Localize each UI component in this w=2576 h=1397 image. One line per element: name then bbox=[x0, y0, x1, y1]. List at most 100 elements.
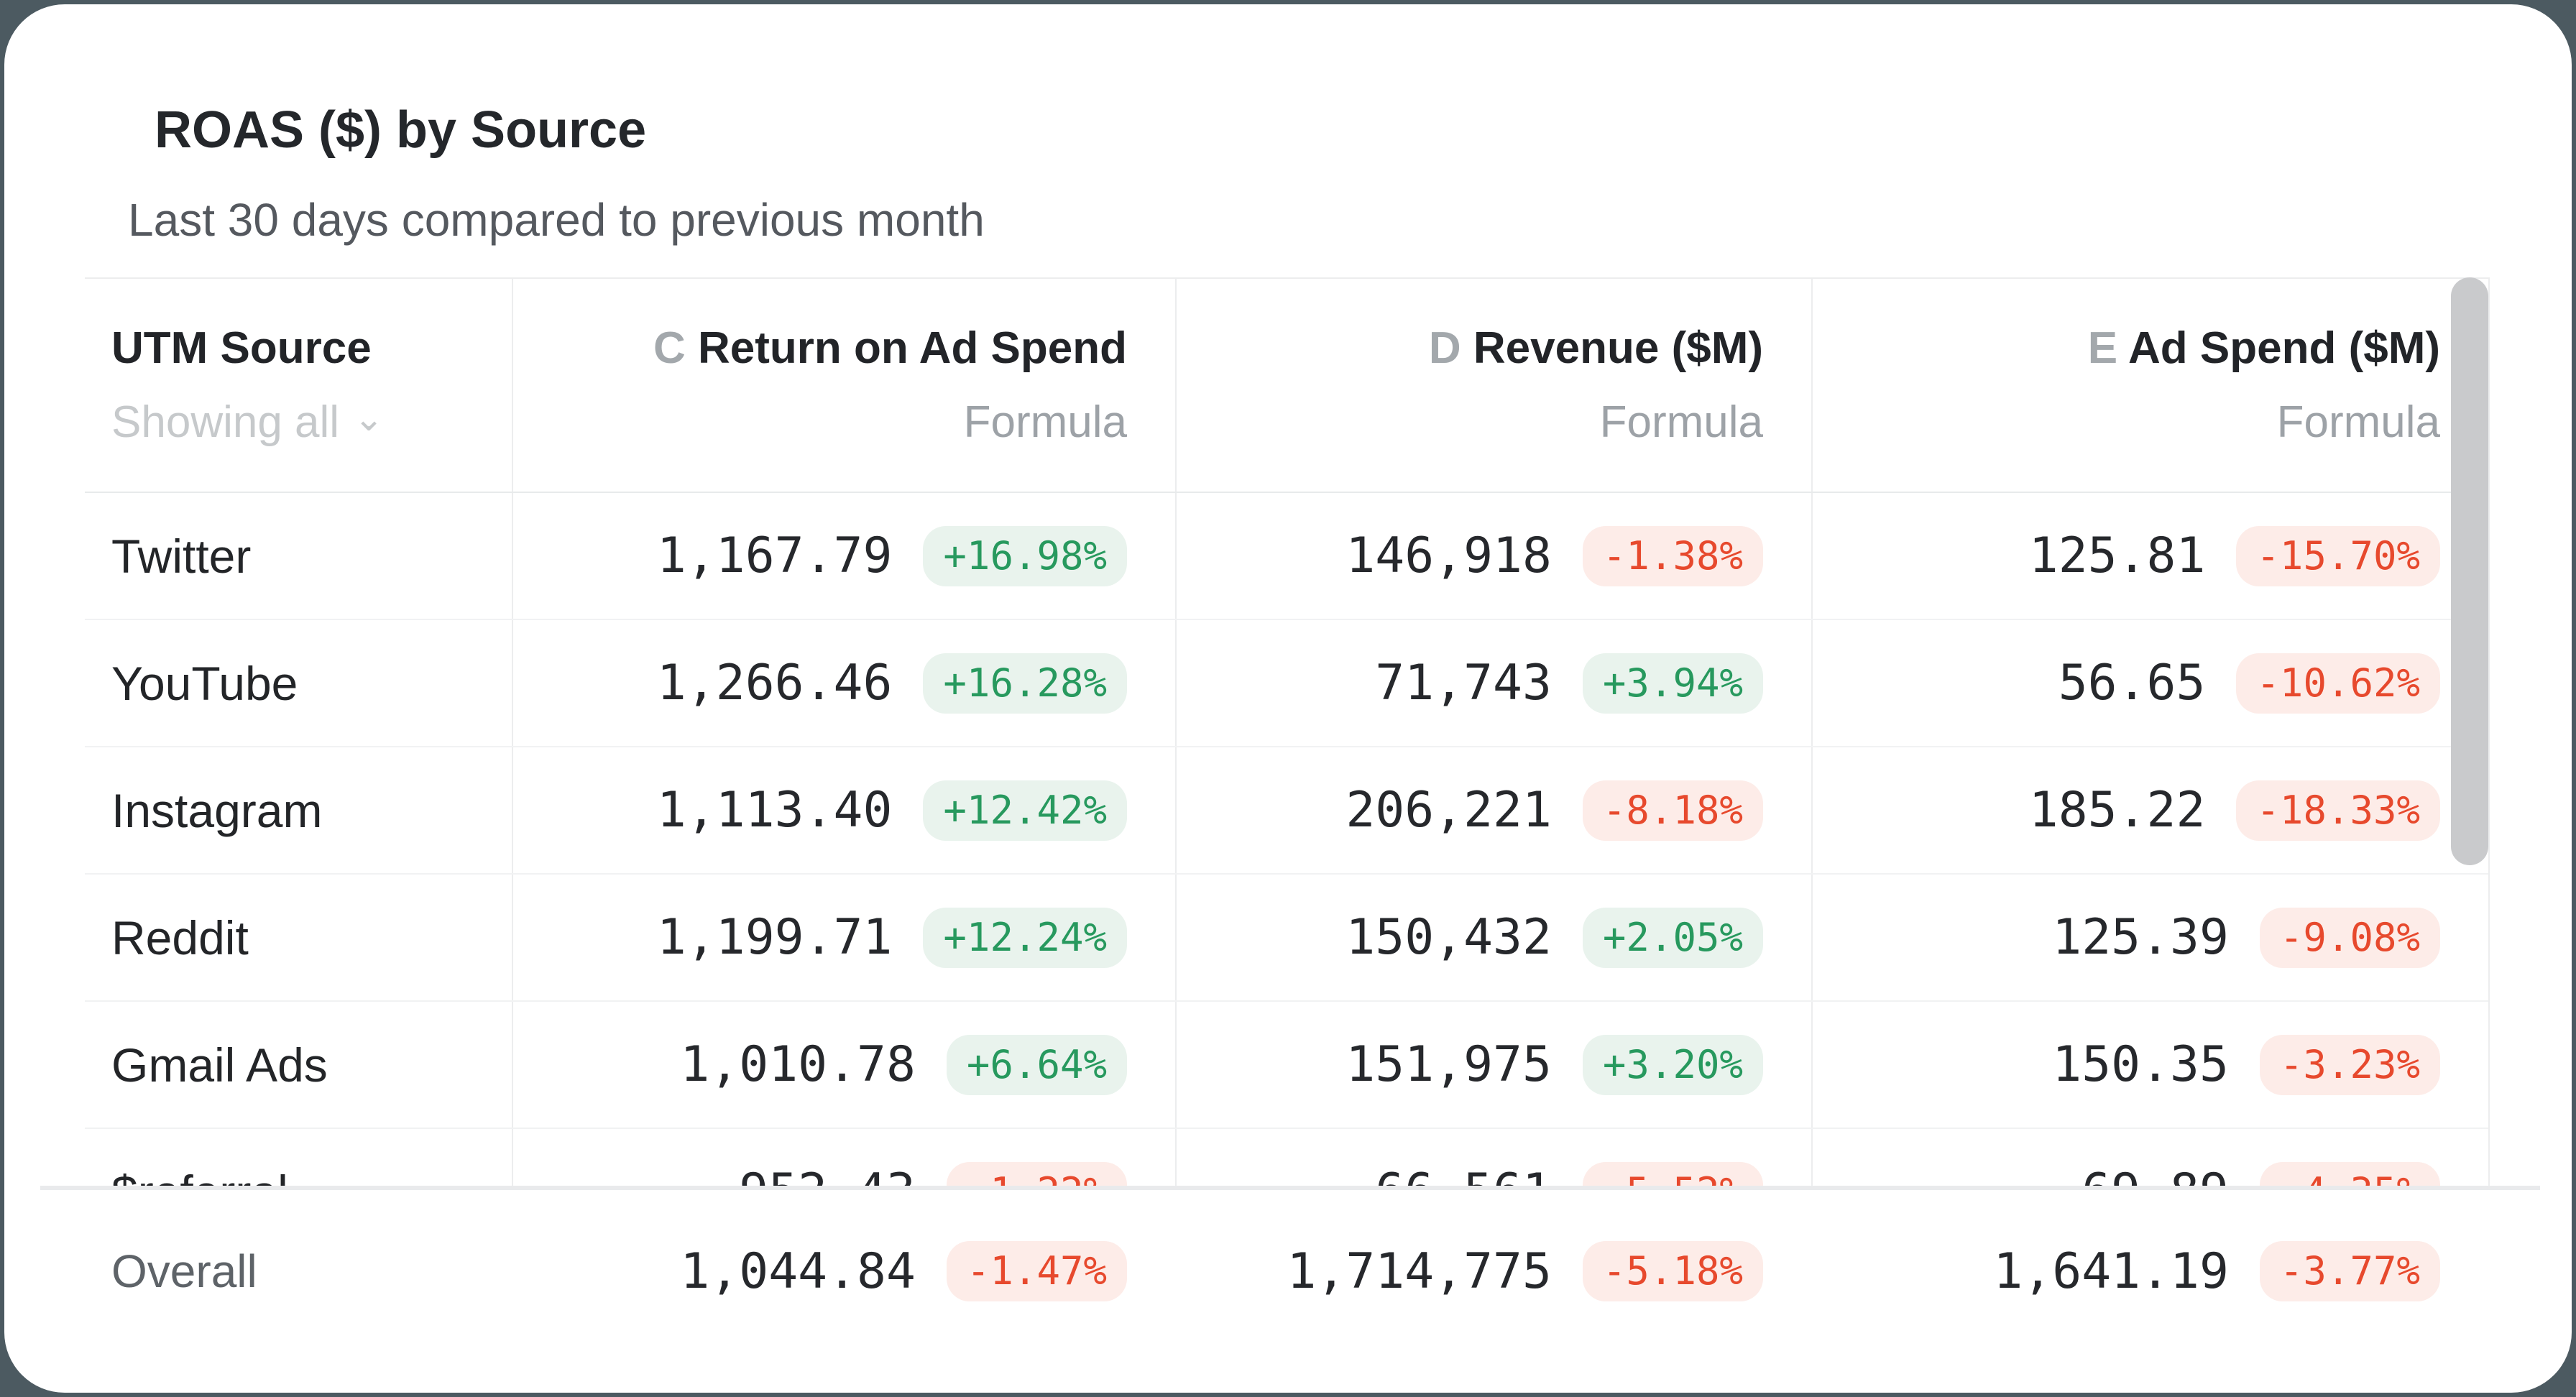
row-revenue-cell: 206,221 -8.18% bbox=[1175, 747, 1811, 873]
roas-header-label: C Return on Ad Spend bbox=[653, 323, 1127, 373]
ad-spend-delta-badge: -18.33% bbox=[2236, 780, 2440, 841]
overall-row-separator bbox=[40, 1186, 2540, 1190]
row-revenue-cell: 150,432 +2.05% bbox=[1175, 875, 1811, 1000]
roas-formula-label: Formula bbox=[963, 397, 1127, 447]
overall-ad-spend-cell: 1,641.19 -3.77% bbox=[1811, 1241, 2488, 1301]
row-roas-cell: 1,113.40 +12.42% bbox=[512, 747, 1175, 873]
overall-row: Overall 1,044.84 -1.47% 1,714,775 -5.18%… bbox=[85, 1191, 2488, 1351]
roas-delta-badge: +16.28% bbox=[923, 653, 1127, 714]
revenue-value: 71,743 bbox=[1375, 655, 1552, 711]
roas-widget-card: ROAS ($) by Source Last 30 days compared… bbox=[4, 4, 2572, 1393]
ad-spend-header-label: E Ad Spend ($M) bbox=[2087, 323, 2440, 373]
row-revenue-cell: 71,743 +3.94% bbox=[1175, 620, 1811, 746]
roas-delta-badge: -1.22% bbox=[946, 1161, 1127, 1187]
row-source-label: YouTube bbox=[111, 656, 298, 710]
roas-value: 1,167.79 bbox=[656, 527, 893, 584]
revenue-header-label: D Revenue ($M) bbox=[1428, 323, 1763, 373]
revenue-value: 146,918 bbox=[1346, 527, 1552, 584]
roas-table: UTM Source Showing all ⌄ C Return on Ad … bbox=[85, 277, 2490, 1187]
overall-ad-spend-delta-badge: -3.77% bbox=[2259, 1241, 2440, 1301]
table-row: $referral 952.43 -1.22% 66,561 -5.52% 69… bbox=[85, 1129, 2488, 1187]
revenue-delta-badge: -1.38% bbox=[1582, 525, 1763, 586]
roas-delta-badge: +16.98% bbox=[923, 525, 1127, 586]
roas-value: 1,010.78 bbox=[680, 1036, 916, 1093]
revenue-value: 151,975 bbox=[1346, 1036, 1552, 1093]
ad-spend-delta-badge: -15.70% bbox=[2236, 525, 2440, 586]
row-ad-spend-cell: 125.81 -15.70% bbox=[1811, 493, 2488, 619]
ad-spend-delta-badge: -3.23% bbox=[2259, 1034, 2440, 1095]
revenue-delta-badge: -5.52% bbox=[1582, 1161, 1763, 1187]
utm-source-header-label: UTM Source bbox=[111, 323, 372, 373]
roas-delta-badge: +12.24% bbox=[923, 907, 1127, 968]
ad-spend-column-letter: E bbox=[2087, 323, 2118, 373]
ad-spend-value: 56.65 bbox=[2058, 655, 2206, 711]
column-header-ad-spend[interactable]: E Ad Spend ($M) Formula bbox=[1811, 279, 2488, 492]
vertical-scrollbar-thumb[interactable] bbox=[2451, 277, 2488, 865]
revenue-column-letter: D bbox=[1428, 323, 1461, 373]
row-source-label: Twitter bbox=[111, 529, 252, 583]
row-ad-spend-cell: 125.39 -9.08% bbox=[1811, 875, 2488, 1000]
chevron-down-icon: ⌄ bbox=[354, 397, 384, 438]
revenue-formula-label: Formula bbox=[1599, 397, 1763, 447]
overall-roas-cell: 1,044.84 -1.47% bbox=[512, 1241, 1175, 1301]
row-ad-spend-cell: 69.89 -4.35% bbox=[1811, 1129, 2488, 1187]
revenue-value: 66,561 bbox=[1375, 1163, 1552, 1187]
row-roas-cell: 1,266.46 +16.28% bbox=[512, 620, 1175, 746]
row-ad-spend-cell: 185.22 -18.33% bbox=[1811, 747, 2488, 873]
column-header-utm-source: UTM Source Showing all ⌄ bbox=[85, 279, 512, 492]
ad-spend-delta-badge: -10.62% bbox=[2236, 653, 2440, 714]
ad-spend-value: 125.81 bbox=[2028, 527, 2206, 584]
overall-label: Overall bbox=[111, 1245, 257, 1297]
revenue-delta-badge: +2.05% bbox=[1582, 907, 1763, 968]
row-roas-cell: 1,010.78 +6.64% bbox=[512, 1002, 1175, 1128]
row-source-label: Instagram bbox=[111, 783, 323, 837]
ad-spend-delta-badge: -9.08% bbox=[2259, 907, 2440, 968]
roas-column-letter: C bbox=[653, 323, 686, 373]
revenue-delta-badge: +3.94% bbox=[1582, 653, 1763, 714]
roas-delta-badge: +6.64% bbox=[946, 1034, 1127, 1095]
row-roas-cell: 1,167.79 +16.98% bbox=[512, 493, 1175, 619]
column-header-roas[interactable]: C Return on Ad Spend Formula bbox=[512, 279, 1175, 492]
overall-ad-spend-value: 1,641.19 bbox=[1993, 1242, 2229, 1300]
row-source-label: Gmail Ads bbox=[111, 1038, 328, 1092]
table-row: Gmail Ads 1,010.78 +6.64% 151,975 +3.20%… bbox=[85, 1002, 2488, 1129]
ad-spend-delta-badge: -4.35% bbox=[2259, 1161, 2440, 1187]
row-roas-cell: 1,199.71 +12.24% bbox=[512, 875, 1175, 1000]
table-row: Reddit 1,199.71 +12.24% 150,432 +2.05% 1… bbox=[85, 875, 2488, 1002]
roas-value: 1,266.46 bbox=[656, 655, 893, 711]
roas-value: 952.43 bbox=[739, 1163, 916, 1187]
overall-revenue-cell: 1,714,775 -5.18% bbox=[1175, 1241, 1811, 1301]
overall-roas-value: 1,044.84 bbox=[680, 1242, 916, 1300]
ad-spend-value: 150.35 bbox=[2052, 1036, 2229, 1093]
overall-roas-delta-badge: -1.47% bbox=[946, 1241, 1127, 1301]
ad-spend-value: 185.22 bbox=[2028, 782, 2206, 839]
row-revenue-cell: 66,561 -5.52% bbox=[1175, 1129, 1811, 1187]
row-roas-cell: 952.43 -1.22% bbox=[512, 1129, 1175, 1187]
table-header-row: UTM Source Showing all ⌄ C Return on Ad … bbox=[85, 279, 2488, 493]
overall-revenue-value: 1,714,775 bbox=[1287, 1242, 1552, 1300]
column-header-revenue[interactable]: D Revenue ($M) Formula bbox=[1175, 279, 1811, 492]
showing-all-label: Showing all bbox=[111, 397, 340, 447]
row-source-label: $referral bbox=[85, 1129, 512, 1188]
revenue-delta-badge: +3.20% bbox=[1582, 1034, 1763, 1095]
table-row: Twitter 1,167.79 +16.98% 146,918 -1.38% … bbox=[85, 493, 2488, 620]
ad-spend-value: 69.89 bbox=[2082, 1163, 2229, 1187]
revenue-value: 206,221 bbox=[1346, 782, 1552, 839]
row-ad-spend-cell: 56.65 -10.62% bbox=[1811, 620, 2488, 746]
roas-value: 1,113.40 bbox=[656, 782, 893, 839]
roas-value: 1,199.71 bbox=[656, 909, 893, 966]
ad-spend-value: 125.39 bbox=[2052, 909, 2229, 966]
row-revenue-cell: 151,975 +3.20% bbox=[1175, 1002, 1811, 1128]
table-row: Instagram 1,113.40 +12.42% 206,221 -8.18… bbox=[85, 747, 2488, 875]
widget-title: ROAS ($) by Source bbox=[155, 101, 647, 159]
revenue-value: 150,432 bbox=[1346, 909, 1552, 966]
table-row: YouTube 1,266.46 +16.28% 71,743 +3.94% 5… bbox=[85, 620, 2488, 747]
roas-delta-badge: +12.42% bbox=[923, 780, 1127, 841]
row-revenue-cell: 146,918 -1.38% bbox=[1175, 493, 1811, 619]
table-body: Twitter 1,167.79 +16.98% 146,918 -1.38% … bbox=[85, 493, 2488, 1187]
overall-revenue-delta-badge: -5.18% bbox=[1582, 1241, 1763, 1301]
row-ad-spend-cell: 150.35 -3.23% bbox=[1811, 1002, 2488, 1128]
showing-all-dropdown[interactable]: Showing all ⌄ bbox=[111, 397, 384, 448]
ad-spend-formula-label: Formula bbox=[2276, 397, 2440, 447]
